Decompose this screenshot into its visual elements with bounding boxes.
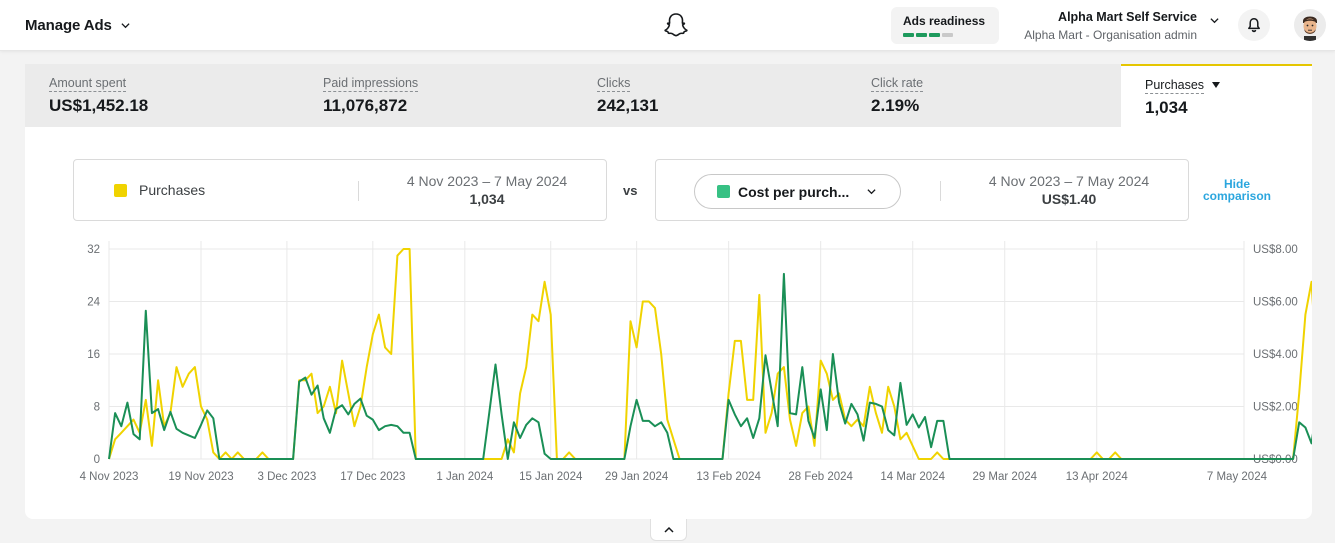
chevron-down-icon [121,23,130,29]
chevron-down-icon [867,189,876,195]
metric-amount-spent[interactable]: Amount spent US$1,452.18 [49,74,148,116]
account-role: Alpha Mart - Organisation admin [1024,28,1197,42]
y-left-tick-label: 32 [87,244,100,256]
divider [940,181,941,201]
metric-label: Click rate [871,76,924,92]
account-name: Alpha Mart Self Service [1058,10,1197,24]
bell-icon [1248,18,1260,33]
primary-metric-name: Purchases [139,182,206,198]
collapse-panel-button[interactable] [650,519,687,541]
secondary-series-swatch [717,185,730,198]
comparison-metric-label: Cost per purch... [738,184,850,200]
metric-clicks[interactable]: Clicks 242,131 [597,74,658,116]
x-tick-label: 29 Jan 2024 [605,471,669,483]
x-tick-label: 19 Nov 2023 [168,471,233,483]
x-tick-label: 17 Dec 2023 [340,471,405,483]
metric-label: Paid impressions [323,76,419,92]
x-tick-label: 13 Feb 2024 [696,471,761,483]
top-nav-bar: Manage Ads Ads readiness Alpha Mart Self… [0,0,1335,51]
secondary-metric-box: Cost per purch... 4 Nov 2023 – 7 May 202… [655,159,1189,221]
hide-comparison-line-2: comparison [1202,189,1271,203]
primary-dates: 4 Nov 2023 – 7 May 2024 [406,173,568,189]
avatar[interactable] [1294,9,1326,41]
x-tick-label: 4 Nov 2023 [80,471,139,483]
y-right-tick-label: US$6.00 [1253,297,1298,309]
y-left-tick-label: 24 [87,297,100,309]
y-left-tick-label: 16 [87,349,100,361]
hide-comparison-link[interactable]: Hide comparison [1197,178,1277,202]
secondary-date-range: 4 Nov 2023 – 7 May 2024 US$1.40 [964,173,1174,207]
page-title: Manage Ads [25,17,112,34]
metric-label: Purchases [1145,78,1205,94]
y-right-tick-label: US$4.00 [1253,349,1298,361]
ads-readiness-progress [903,33,999,37]
secondary-total: US$1.40 [1041,191,1097,207]
caret-down-icon [1212,82,1221,88]
y-left-tick-label: 0 [94,454,100,466]
primary-metric-box: Purchases 4 Nov 2023 – 7 May 2024 1,034 [73,159,607,221]
divider [358,181,359,201]
x-tick-label: 3 Dec 2023 [258,471,317,483]
manage-ads-menu[interactable]: Manage Ads [25,17,130,34]
y-left-tick-label: 8 [94,402,100,414]
metric-value: 2.19% [871,96,920,115]
x-tick-label: 28 Feb 2024 [788,471,853,483]
bitmoji-avatar-icon [1294,9,1326,41]
primary-series-swatch [114,184,127,197]
x-tick-label: 29 Mar 2024 [972,471,1037,483]
metric-value: 242,131 [597,96,659,115]
x-tick-label: 14 Mar 2024 [880,471,945,483]
comparison-metric-dropdown[interactable]: Cost per purch... [694,174,901,209]
chart-card: Purchases 4 Nov 2023 – 7 May 2024 1,034 … [25,127,1312,519]
primary-total: 1,034 [469,191,505,207]
snapchat-ghost-logo[interactable] [662,11,690,39]
secondary-dates: 4 Nov 2023 – 7 May 2024 [988,173,1150,189]
metric-value: 11,076,872 [323,96,408,115]
y-right-tick-label: US$8.00 [1253,244,1298,256]
metric-value: 1,034 [1145,98,1188,117]
vs-label: vs [623,183,638,198]
chevron-up-icon [663,526,674,533]
ads-readiness-indicator[interactable]: Ads readiness [891,7,999,44]
metric-purchases-selected[interactable]: Purchases 1,034 [1121,64,1312,128]
metrics-summary-strip: Amount spent US$1,452.18 Paid impression… [25,64,1312,128]
x-tick-label: 7 May 2024 [1207,471,1268,483]
metric-value: US$1,452.18 [49,96,149,115]
chevron-down-icon [1210,18,1219,24]
x-tick-label: 13 Apr 2024 [1066,471,1129,483]
series-line-cost-per-purchase [108,272,1312,460]
ads-readiness-label: Ads readiness [903,14,986,28]
metric-label: Amount spent [49,76,127,92]
metric-click-rate[interactable]: Click rate 2.19% [871,74,924,116]
notifications-button[interactable] [1238,9,1270,41]
x-tick-label: 15 Jan 2024 [519,471,583,483]
account-switcher[interactable]: Alpha Mart Self Service Alpha Mart - Org… [1000,10,1222,42]
metric-paid-impressions[interactable]: Paid impressions 11,076,872 [323,74,419,116]
primary-date-range: 4 Nov 2023 – 7 May 2024 1,034 [382,173,592,207]
metric-label: Clicks [597,76,631,92]
x-tick-label: 1 Jan 2024 [436,471,494,483]
hide-comparison-line-1: Hide [1223,177,1250,191]
y-right-tick-label: US$2.00 [1253,402,1298,414]
